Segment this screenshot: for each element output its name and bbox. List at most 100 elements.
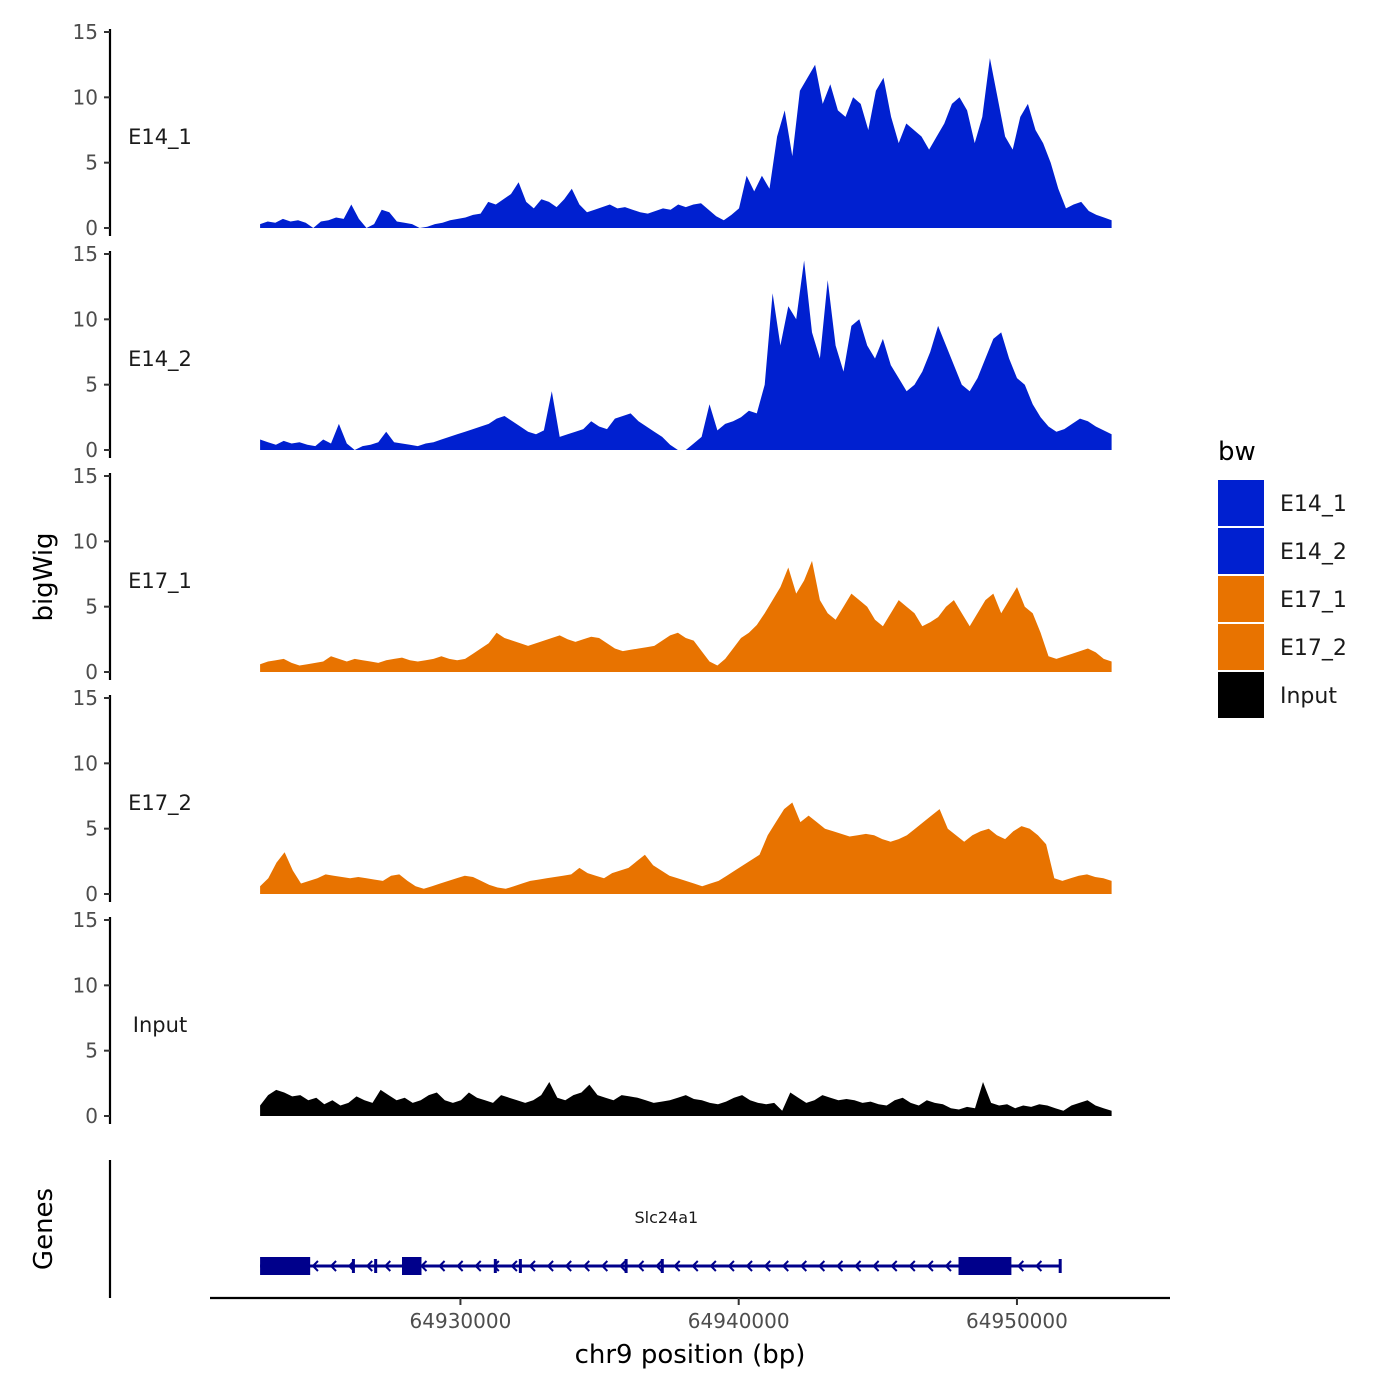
legend-label: Input (1280, 684, 1337, 709)
coverage-area (260, 560, 1112, 672)
genes-axis-title: Genes (29, 1188, 59, 1270)
strand-arrow (456, 1260, 464, 1272)
strand-arrow (1016, 1260, 1025, 1272)
strand-arrow (908, 1260, 916, 1272)
coverage-area (260, 802, 1112, 894)
legend-swatch (1218, 576, 1264, 622)
strand-arrow (727, 1260, 735, 1272)
y-tick-label: 5 (85, 595, 98, 619)
y-tick-label: 0 (85, 1104, 98, 1128)
x-tick-label: 64950000 (966, 1309, 1068, 1333)
strand-arrow (311, 1260, 319, 1272)
strand-arrow (582, 1260, 590, 1272)
legend-label: E14_1 (1280, 492, 1347, 517)
track-label: E14_1 (128, 125, 192, 150)
track-label: E14_2 (128, 347, 192, 372)
strand-arrow (781, 1260, 789, 1272)
track-e14-1: 0 5 10 15 E14_1 (73, 20, 1112, 240)
strand-arrow (872, 1260, 880, 1272)
genes-panel: Slc24a1 (108, 1160, 1062, 1298)
y-tick-label: 10 (73, 307, 98, 331)
legend-swatch (1218, 528, 1264, 574)
coverage-area (260, 260, 1112, 450)
gene-exon (1058, 1259, 1062, 1273)
strand-arrow (763, 1260, 771, 1272)
x-axis-title: chr9 position (bp) (575, 1340, 806, 1370)
legend-title: bw (1218, 437, 1256, 467)
strand-arrow (438, 1260, 446, 1272)
legend-label: E14_2 (1280, 540, 1347, 565)
strand-arrow (817, 1260, 826, 1272)
y-tick-label: 0 (85, 216, 98, 240)
strand-arrow (926, 1260, 934, 1272)
x-tick-label: 64930000 (410, 1309, 512, 1333)
track-label: Input (133, 1013, 187, 1037)
strand-arrow (691, 1260, 699, 1272)
y-tick-label: 5 (85, 373, 98, 397)
gene-exon (351, 1259, 355, 1273)
y-tick-label: 0 (85, 438, 98, 462)
legend: bw E14_1 E14_2 E17_1 E17_2 Input (1218, 437, 1347, 718)
y-tick-label: 15 (73, 20, 98, 44)
track-e17-2: 0 5 10 15 E17_2 (73, 686, 1112, 906)
gene-name-label: Slc24a1 (634, 1208, 698, 1227)
coverage-area (260, 1082, 1112, 1116)
y-tick-label: 15 (73, 686, 98, 710)
strand-arrow (637, 1260, 645, 1272)
strand-arrow (528, 1260, 536, 1272)
strand-arrow (600, 1260, 609, 1272)
y-tick-label: 0 (85, 882, 98, 906)
strand-arrow (836, 1260, 844, 1272)
strand-arrow (365, 1260, 373, 1272)
gene-exon (374, 1259, 378, 1273)
track-label: E17_2 (128, 791, 192, 816)
y-tick-label: 5 (85, 1039, 98, 1063)
y-tick-label: 15 (73, 908, 98, 932)
strand-arrow (619, 1260, 627, 1272)
strand-arrow (799, 1260, 808, 1272)
strand-arrow (492, 1260, 500, 1272)
coverage-area (260, 58, 1112, 228)
y-tick-label: 5 (85, 817, 98, 841)
strand-arrow (709, 1260, 717, 1272)
legend-swatch (1218, 672, 1264, 718)
gene-exon (518, 1259, 522, 1273)
y-tick-label: 15 (73, 242, 98, 266)
y-tick-label: 10 (73, 85, 98, 109)
strand-arrow (655, 1260, 663, 1272)
track-input: 0 5 10 15 Input (73, 908, 1112, 1128)
strand-arrow (546, 1260, 554, 1272)
strand-arrow (564, 1260, 572, 1272)
gene-exon (260, 1257, 311, 1275)
strand-arrow (673, 1260, 681, 1272)
bigwig-tracks: 0 5 10 15 E14_1 0 5 10 15 E14_2 0 5 10 15 E17_1 0 5 10 15 E… (73, 20, 1112, 1128)
strand-arrow (944, 1260, 952, 1272)
gene-exon (402, 1257, 422, 1275)
track-e17-1: 0 5 10 15 E17_1 (73, 464, 1112, 684)
y-tick-label: 15 (73, 464, 98, 488)
y-tick-label: 10 (73, 751, 98, 775)
gene-exon (493, 1259, 497, 1273)
legend-swatch (1218, 624, 1264, 670)
strand-arrow (383, 1260, 392, 1272)
y-tick-label: 5 (85, 151, 98, 175)
track-label: E17_1 (128, 569, 192, 594)
strand-arrow (510, 1260, 518, 1272)
strand-arrow (474, 1260, 482, 1272)
gene-exon (624, 1259, 628, 1273)
y-tick-label: 10 (73, 529, 98, 553)
strand-arrow (1035, 1260, 1043, 1272)
x-tick-label: 64940000 (688, 1309, 790, 1333)
strand-arrow (854, 1260, 862, 1272)
gene-exon (958, 1257, 1012, 1275)
legend-label: E17_2 (1280, 636, 1347, 661)
legend-label: E17_1 (1280, 588, 1347, 613)
gene-exon (660, 1259, 664, 1273)
legend-swatch (1218, 480, 1264, 526)
x-axis: 64930000 64940000 64950000 (210, 1296, 1170, 1333)
track-e14-2: 0 5 10 15 E14_2 (73, 242, 1112, 462)
strand-arrow (329, 1260, 337, 1272)
y-tick-label: 0 (85, 660, 98, 684)
y-tick-label: 10 (73, 973, 98, 997)
